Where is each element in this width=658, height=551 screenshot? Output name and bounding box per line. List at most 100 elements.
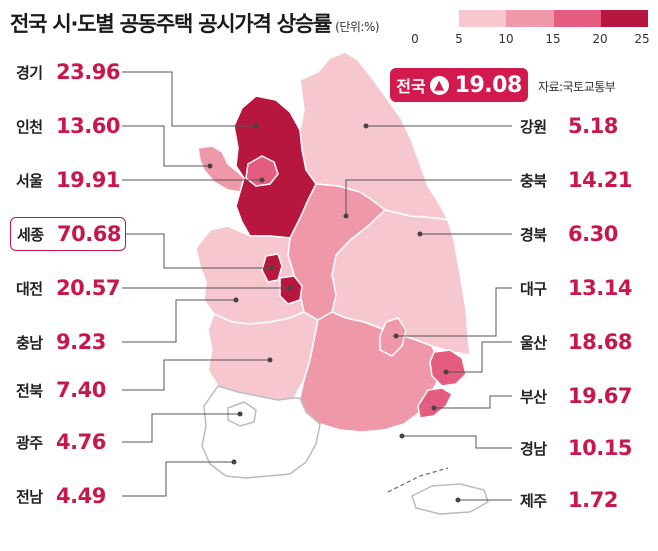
label-busan: 부산 19.67 xyxy=(512,379,642,413)
color-scale-legend: 0 5 10 15 20 25 xyxy=(411,10,650,48)
leader-daegu xyxy=(396,287,512,337)
region-value: 19.67 xyxy=(568,384,632,408)
region-daegu[interactable] xyxy=(379,317,407,357)
leader-chungbuk xyxy=(345,179,512,216)
region-name: 울산 xyxy=(520,333,547,352)
national-value: 19.08 xyxy=(454,72,523,98)
region-name: 충북 xyxy=(520,171,547,190)
legend-bars xyxy=(412,10,649,27)
region-name: 부산 xyxy=(520,387,547,406)
region-value: 5.18 xyxy=(568,114,618,138)
region-value: 7.40 xyxy=(56,378,106,402)
region-name: 경기 xyxy=(16,63,43,82)
map-title: 전국 시·도별 공동주택 공시가격 상승률 (단위:%) xyxy=(10,8,380,38)
up-arrow-icon: ▲ xyxy=(429,75,449,95)
region-name: 대전 xyxy=(16,279,43,298)
label-jeju: 제주 1.72 xyxy=(512,483,642,517)
region-value: 4.76 xyxy=(56,430,106,454)
label-sejong: 세종 70.68 xyxy=(10,217,126,251)
region-name: 인천 xyxy=(16,117,43,136)
legend-bin-10-15 xyxy=(506,10,554,27)
dot-chungnam xyxy=(233,297,239,303)
region-value: 6.30 xyxy=(568,222,618,246)
leader-jeonbuk xyxy=(122,359,270,391)
region-value: 9.23 xyxy=(56,330,106,354)
region-value: 70.68 xyxy=(57,222,121,246)
region-value: 10.15 xyxy=(568,436,632,460)
dot-ulsan xyxy=(443,369,449,375)
dot-jeonbuk xyxy=(267,357,273,363)
region-name: 충남 xyxy=(16,333,43,352)
label-jeonnam: 전남 4.49 xyxy=(10,479,122,513)
national-label: 전국 xyxy=(396,77,426,96)
dot-gangwon xyxy=(363,123,369,129)
leader-chungnam xyxy=(122,299,236,343)
source-note: 자료:국토교통부 xyxy=(538,80,616,94)
legend-bin-15-20 xyxy=(553,10,601,27)
label-gyeongnam: 경남 10.15 xyxy=(512,431,642,465)
dot-seoul xyxy=(259,177,265,183)
region-seoul[interactable] xyxy=(245,155,279,187)
dot-busan xyxy=(431,405,437,411)
dot-gwangju xyxy=(237,411,243,417)
label-chungnam: 충남 9.23 xyxy=(10,325,122,359)
leader-sejong xyxy=(126,233,272,269)
legend-tick: 20 xyxy=(592,32,608,46)
dot-incheon xyxy=(207,163,213,169)
region-value: 1.72 xyxy=(568,488,618,512)
leader-jeonnam xyxy=(122,461,234,497)
region-jeju[interactable] xyxy=(411,483,489,515)
legend-tick: 0 xyxy=(411,32,419,46)
region-value: 18.68 xyxy=(568,330,632,354)
region-name: 대구 xyxy=(520,279,547,298)
region-name: 제주 xyxy=(520,491,547,510)
label-daejeon: 대전 20.57 xyxy=(10,271,122,305)
region-name: 강원 xyxy=(520,117,547,136)
region-name: 경북 xyxy=(520,225,547,244)
legend-bin-20-25 xyxy=(600,10,649,27)
label-jeonbuk: 전북 7.40 xyxy=(10,373,122,407)
region-name: 세종 xyxy=(17,225,44,244)
label-daegu: 대구 13.14 xyxy=(512,271,642,305)
legend-tick: 25 xyxy=(634,32,650,46)
dot-chungbuk xyxy=(343,213,349,219)
label-seoul: 서울 19.91 xyxy=(10,163,122,197)
label-gyeonggi: 경기 23.96 xyxy=(10,55,122,89)
label-chungbuk: 충북 14.21 xyxy=(512,163,642,197)
region-value: 13.14 xyxy=(568,276,632,300)
region-name: 경남 xyxy=(520,439,547,458)
region-name: 광주 xyxy=(16,433,43,452)
region-chungnam[interactable] xyxy=(195,225,305,325)
region-name: 전남 xyxy=(16,487,43,506)
legend-tick: 5 xyxy=(455,32,463,46)
region-busan[interactable] xyxy=(417,387,453,419)
region-jeonbuk[interactable] xyxy=(207,311,319,401)
jeju-inset-divider xyxy=(387,467,449,493)
dot-sejong xyxy=(269,265,275,271)
dot-gyeongnam xyxy=(399,433,405,439)
leader-busan xyxy=(434,395,512,409)
label-ulsan: 울산 18.68 xyxy=(512,325,642,359)
region-value: 4.49 xyxy=(56,484,106,508)
dot-gyeonggi xyxy=(253,123,259,129)
title-text: 전국 시·도별 공동주택 공시가격 상승률 xyxy=(10,12,332,36)
region-value: 13.60 xyxy=(56,114,120,138)
label-gangwon: 강원 5.18 xyxy=(512,109,642,143)
legend-bin-0-5 xyxy=(412,10,460,27)
national-average-badge: 전국 ▲ 19.08 xyxy=(390,68,528,102)
leader-gyeongnam xyxy=(402,435,512,449)
region-ulsan[interactable] xyxy=(429,349,467,387)
leader-ulsan xyxy=(446,341,512,373)
leader-gwangju xyxy=(122,413,240,443)
dot-jeonnam xyxy=(231,459,237,465)
region-value: 23.96 xyxy=(56,60,120,84)
legend-tick: 15 xyxy=(545,32,561,46)
legend-bin-5-10 xyxy=(459,10,507,27)
label-gwangju: 광주 4.76 xyxy=(10,425,122,459)
dot-jeju xyxy=(455,497,461,503)
region-name: 서울 xyxy=(16,171,43,190)
leader-gyeonggi xyxy=(122,71,256,127)
leader-lines xyxy=(122,71,512,501)
region-value: 19.91 xyxy=(56,168,120,192)
